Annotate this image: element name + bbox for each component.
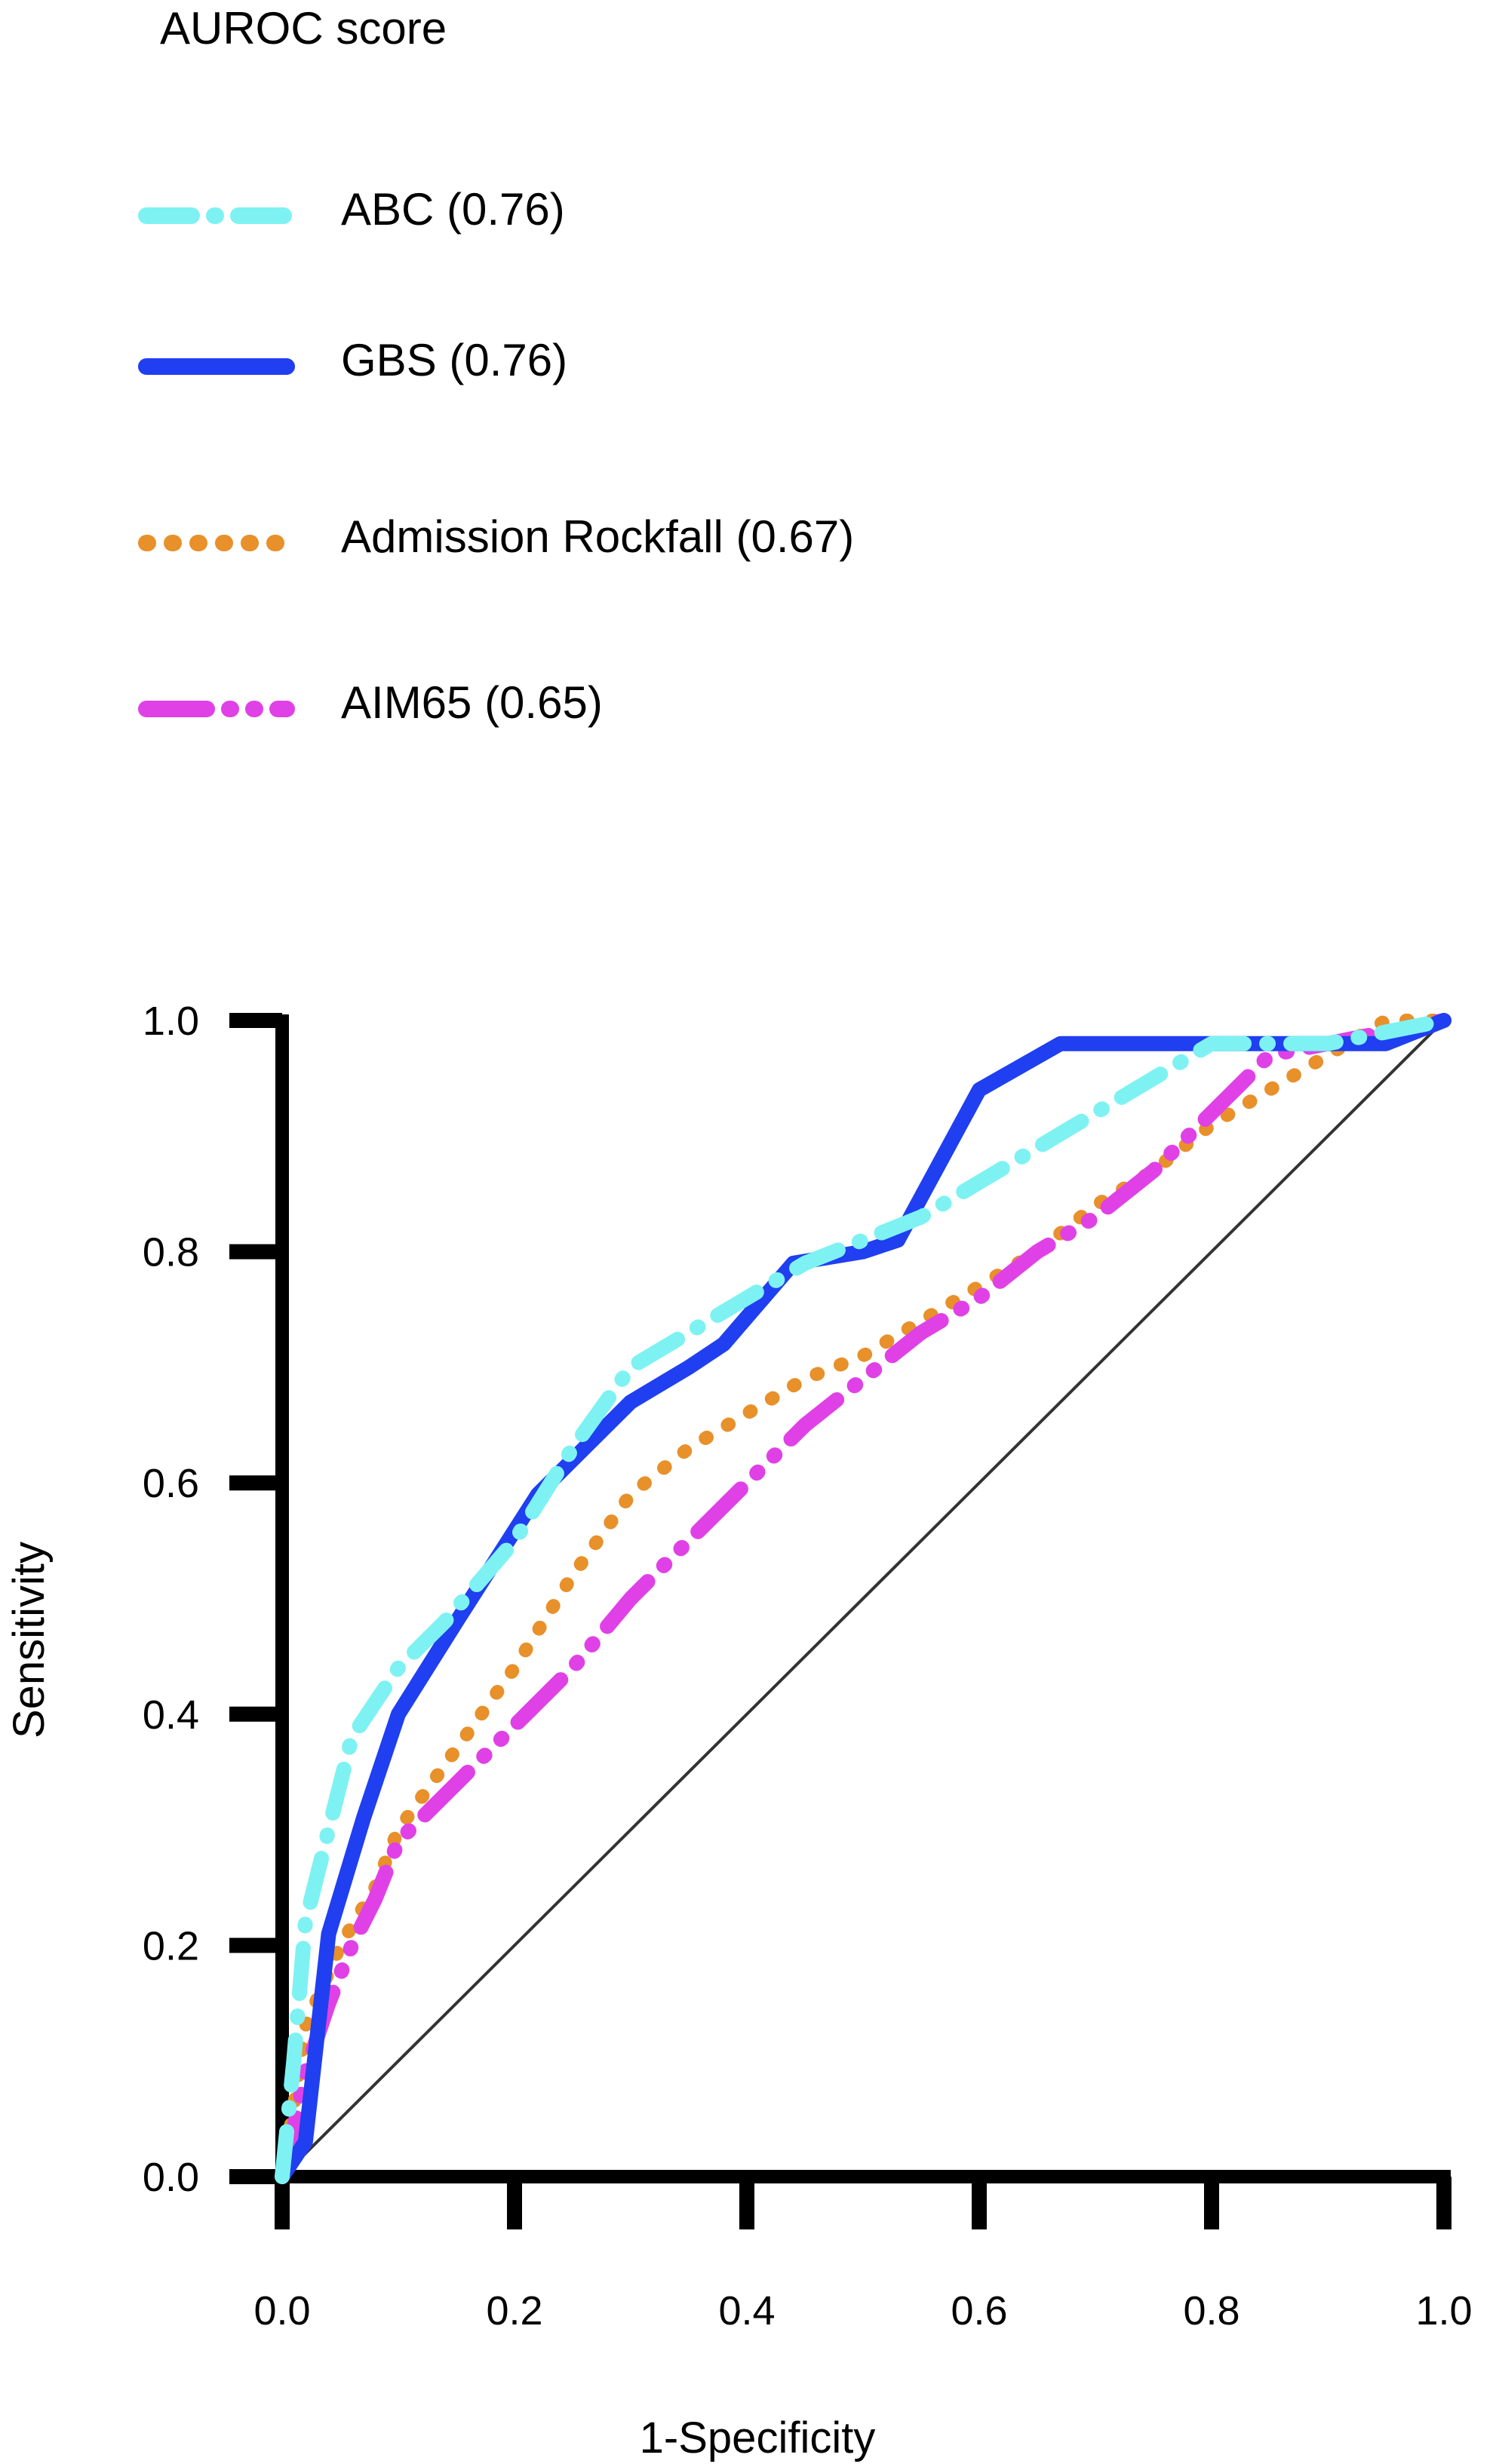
- legend-item-abc: ABC (0.76): [136, 178, 1117, 246]
- series-line-admission-rockfall: [275, 1014, 1451, 2183]
- y-tick-label: 0.0: [143, 2155, 199, 2200]
- legend-label-admission-rockfall: Admission Rockfall (0.67): [341, 511, 855, 562]
- legend-label-gbs: GBS (0.76): [341, 335, 568, 385]
- y-tick-label: 0.2: [143, 1923, 199, 1968]
- axis-labels: 0.0 0.2 0.4 0.6 0.8 1.0 0.0 0.2 0.4 0.6 0.8 1.0 1-Sp…: [5, 999, 1473, 2462]
- series-line-gbs: [275, 1013, 1451, 2184]
- y-axis-title: Sensitivity: [5, 1542, 54, 1738]
- x-tick-label: 0.4: [718, 2288, 775, 2334]
- x-tick-label: 1.0: [1415, 2288, 1472, 2334]
- y-tick-label: 0.6: [143, 1461, 199, 1506]
- axes: [229, 1013, 1451, 2229]
- y-tick-label: 1.0: [143, 999, 199, 1044]
- legend-label-aim65: AIM65 (0.65): [341, 677, 603, 728]
- y-tick-label: 0.4: [143, 1692, 199, 1738]
- y-tick-label: 0.8: [143, 1230, 199, 1275]
- legend-swatch-aim65: [138, 701, 295, 717]
- legend-label-abc: ABC (0.76): [341, 184, 565, 235]
- reference-diagonal-line: [281, 1019, 1445, 2178]
- series-line-abc: [275, 1013, 1451, 2184]
- legend-item-admission-rockfall: Admission Rockfall (0.67): [136, 505, 1117, 573]
- legend-swatch-abc: [138, 207, 295, 224]
- x-tick-label: 0.2: [486, 2288, 542, 2334]
- legend-swatch-gbs: [138, 358, 295, 375]
- legend-title: AUROC score: [160, 3, 447, 54]
- series-line-aim65: [275, 1013, 1451, 2184]
- legend-item-gbs: GBS (0.76): [136, 329, 1117, 397]
- x-tick-label: 0.8: [1183, 2288, 1239, 2334]
- series-layer: [275, 1013, 1451, 2184]
- x-tick-label: 0.0: [253, 2288, 310, 2334]
- x-axis-title: 1-Specificity: [640, 2413, 876, 2462]
- legend-item-aim65: AIM65 (0.65): [136, 671, 1117, 739]
- x-tick-label: 0.6: [951, 2288, 1007, 2334]
- legend-swatch-admission-rockfall: [138, 535, 295, 551]
